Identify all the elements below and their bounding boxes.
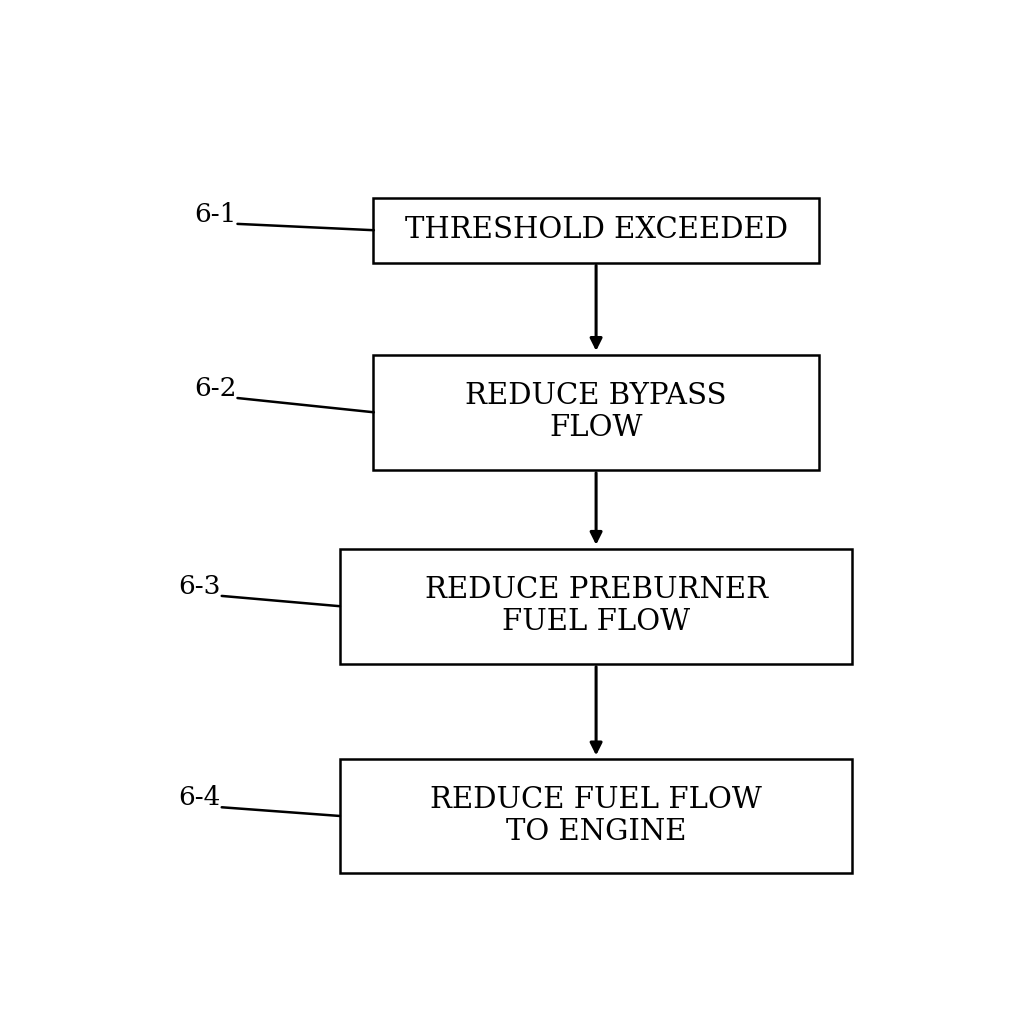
Text: 6-3: 6-3 [178, 574, 221, 599]
Text: REDUCE BYPASS
FLOW: REDUCE BYPASS FLOW [466, 382, 727, 442]
FancyBboxPatch shape [373, 355, 819, 470]
FancyBboxPatch shape [340, 549, 852, 664]
FancyBboxPatch shape [340, 759, 852, 874]
Text: 6-4: 6-4 [178, 785, 221, 810]
Text: 6-2: 6-2 [194, 376, 237, 401]
Text: REDUCE PREBURNER
FUEL FLOW: REDUCE PREBURNER FUEL FLOW [424, 576, 768, 636]
Text: THRESHOLD EXCEEDED: THRESHOLD EXCEEDED [405, 216, 787, 245]
Text: REDUCE FUEL FLOW
TO ENGINE: REDUCE FUEL FLOW TO ENGINE [430, 785, 762, 846]
FancyBboxPatch shape [373, 197, 819, 263]
Text: 6-1: 6-1 [194, 201, 237, 227]
